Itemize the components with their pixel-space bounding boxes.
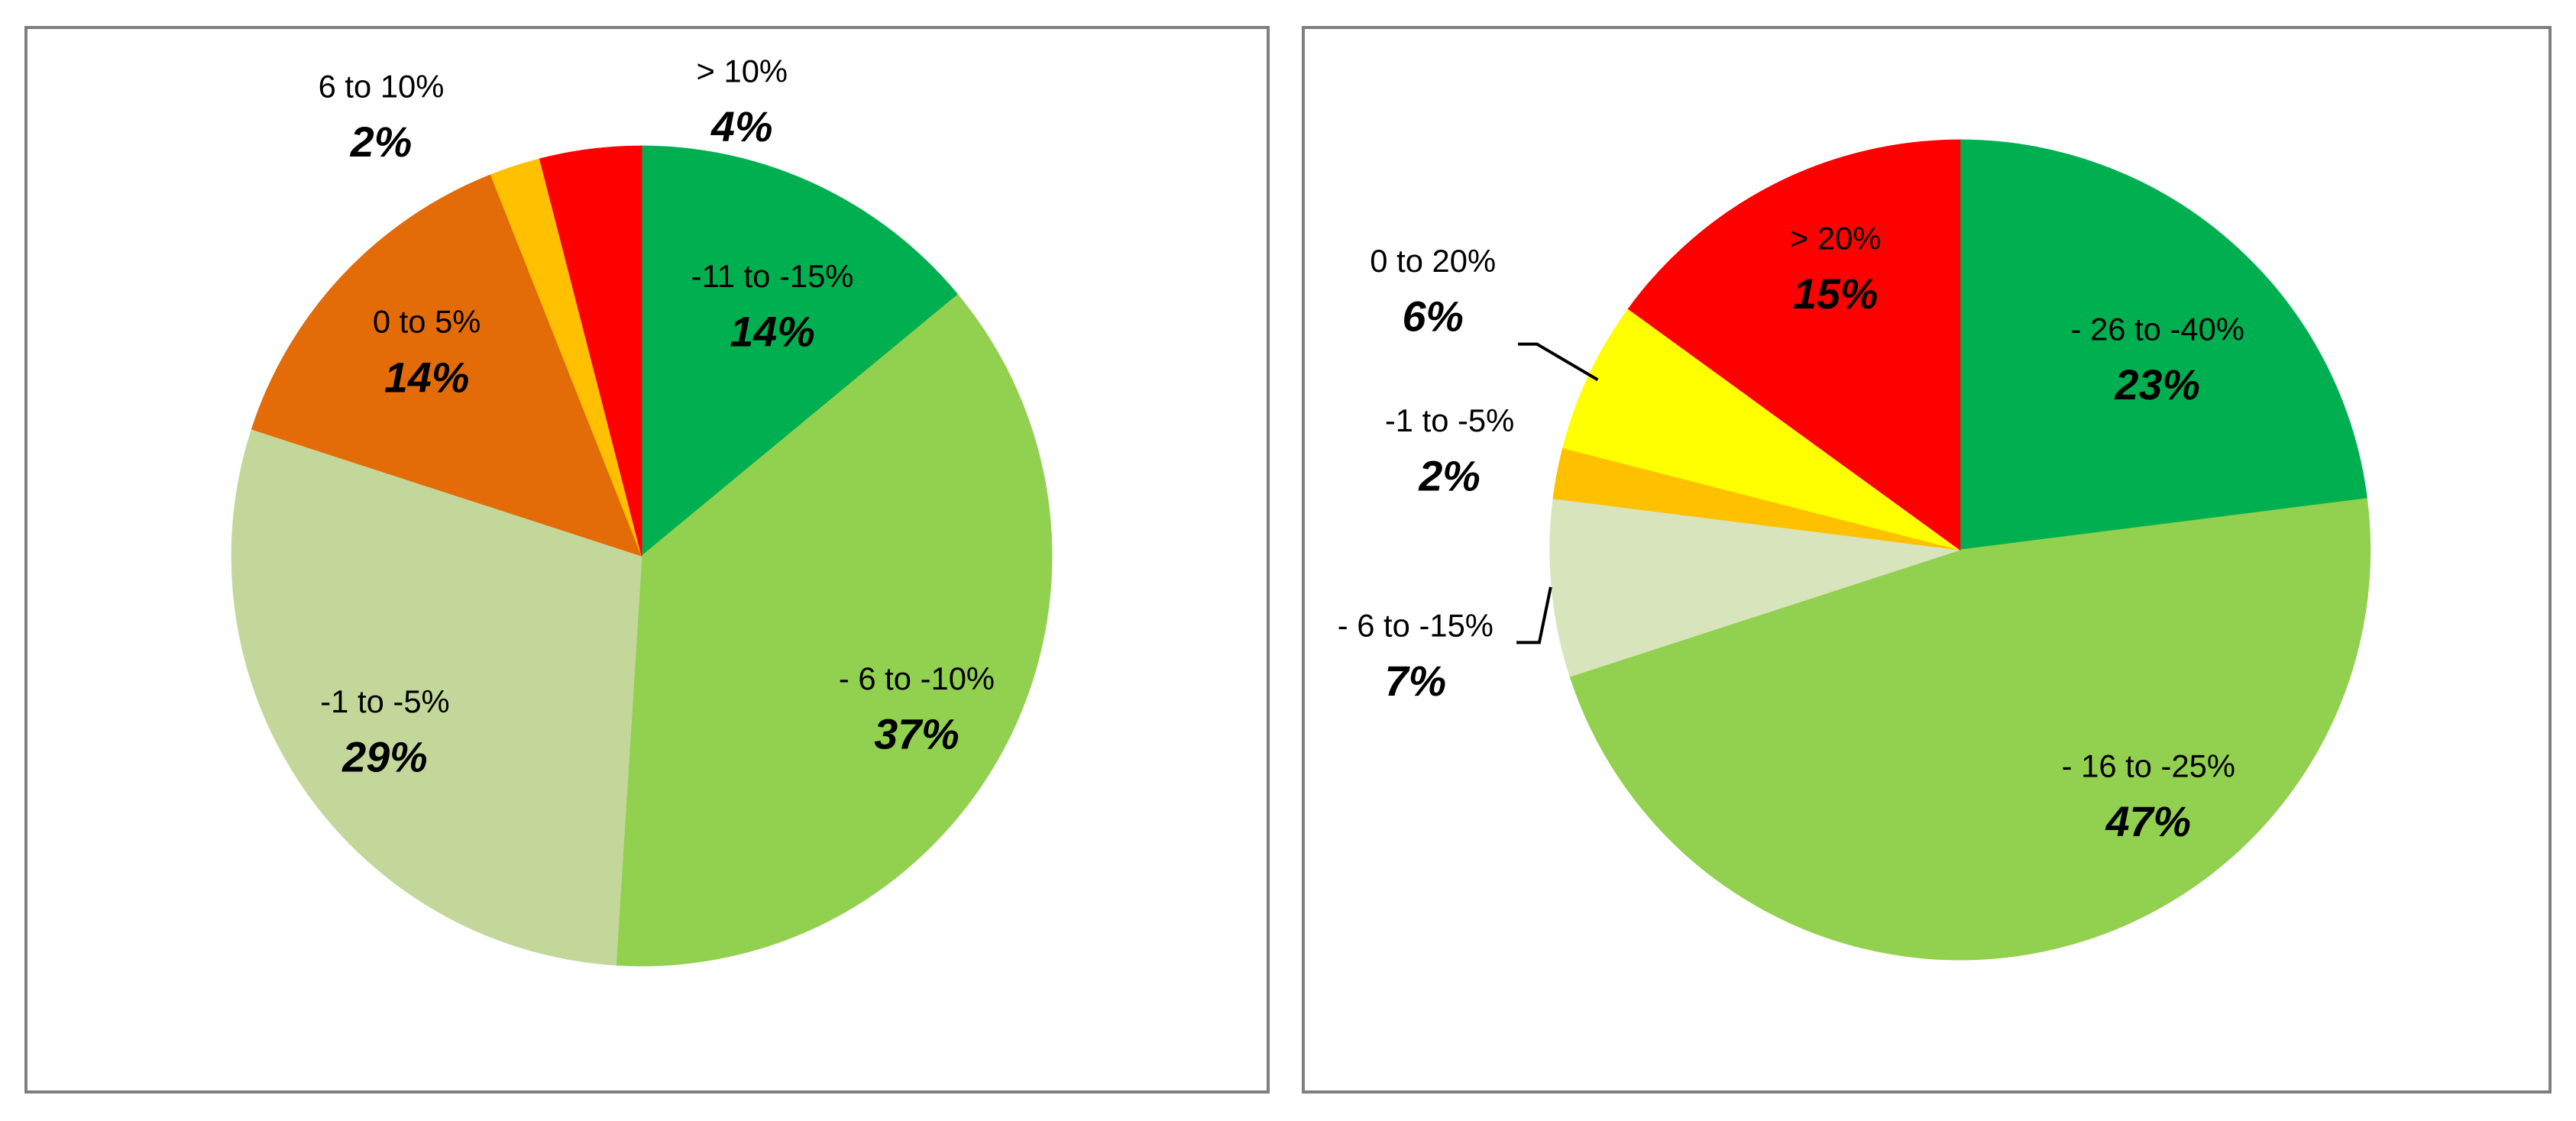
slice-value-label: 14%: [730, 309, 814, 356]
slice-category-label: - 6 to -15%: [1338, 607, 1493, 643]
pie-slice: [1960, 139, 2367, 551]
pie-slices-right: [1549, 139, 2371, 961]
slice-value-label: 47%: [2105, 798, 2191, 845]
pie-chart-left-frame: -11 to -15% 14% - 6 to -10% 37% -1 to -5% 29%…: [24, 26, 1270, 1094]
slice-value-label: 15%: [1793, 270, 1878, 318]
pie-slice: [641, 145, 959, 557]
slice-value-label: 23%: [2115, 361, 2200, 409]
slice-category-label: -11 to -15%: [691, 258, 854, 294]
pie-slices-left: [231, 145, 1053, 967]
pie-slice: [539, 145, 642, 557]
slice-category-label: > 10%: [697, 53, 788, 89]
slice-value-label: 29%: [341, 733, 427, 780]
pie-slice: [1627, 139, 1961, 551]
slice-category-label: -1 to -5%: [320, 683, 449, 719]
pie-chart-right: - 26 to -40% 23% - 16 to -25% 47% - 6 to -15…: [1338, 139, 2371, 961]
leader-lines-right: [1516, 342, 1599, 644]
pie-slice: [251, 174, 642, 557]
data-labels-right: - 26 to -40% 23% - 16 to -25% 47% - 6 to -15…: [1338, 220, 2244, 845]
pie-slice: [231, 428, 642, 966]
slice-category-label: - 16 to -25%: [2062, 748, 2235, 783]
slice-value-label: 14%: [384, 354, 469, 401]
slice-category-label: 0 to 5%: [373, 304, 481, 340]
slice-category-label: > 20%: [1790, 220, 1882, 256]
data-labels-left: -11 to -15% 14% - 6 to -10% 37% -1 to -5% 29%…: [319, 53, 995, 781]
slice-category-label: - 6 to -10%: [839, 661, 995, 696]
slice-value-label: 2%: [350, 118, 412, 166]
slice-category-label: 6 to 10%: [319, 68, 445, 104]
pie-slice: [1569, 498, 2371, 961]
pie-slice: [615, 294, 1053, 967]
leader-line: [1518, 342, 1599, 382]
slice-value-label: 4%: [710, 103, 772, 150]
slice-category-label: -1 to -5%: [1385, 402, 1514, 438]
slice-value-label: 37%: [874, 711, 959, 758]
slice-category-label: 0 to 20%: [1370, 243, 1496, 279]
slice-value-label: 7%: [1385, 657, 1446, 705]
pie-chart-right-frame: - 26 to -40% 23% - 16 to -25% 47% - 6 to -15…: [1302, 26, 2552, 1094]
pie-chart-left: -11 to -15% 14% - 6 to -10% 37% -1 to -5% 29%…: [231, 53, 1053, 967]
leader-line: [1516, 586, 1552, 644]
slice-value-label: 6%: [1402, 293, 1463, 341]
slice-value-label: 2%: [1418, 453, 1480, 500]
slice-category-label: - 26 to -40%: [2071, 312, 2244, 347]
